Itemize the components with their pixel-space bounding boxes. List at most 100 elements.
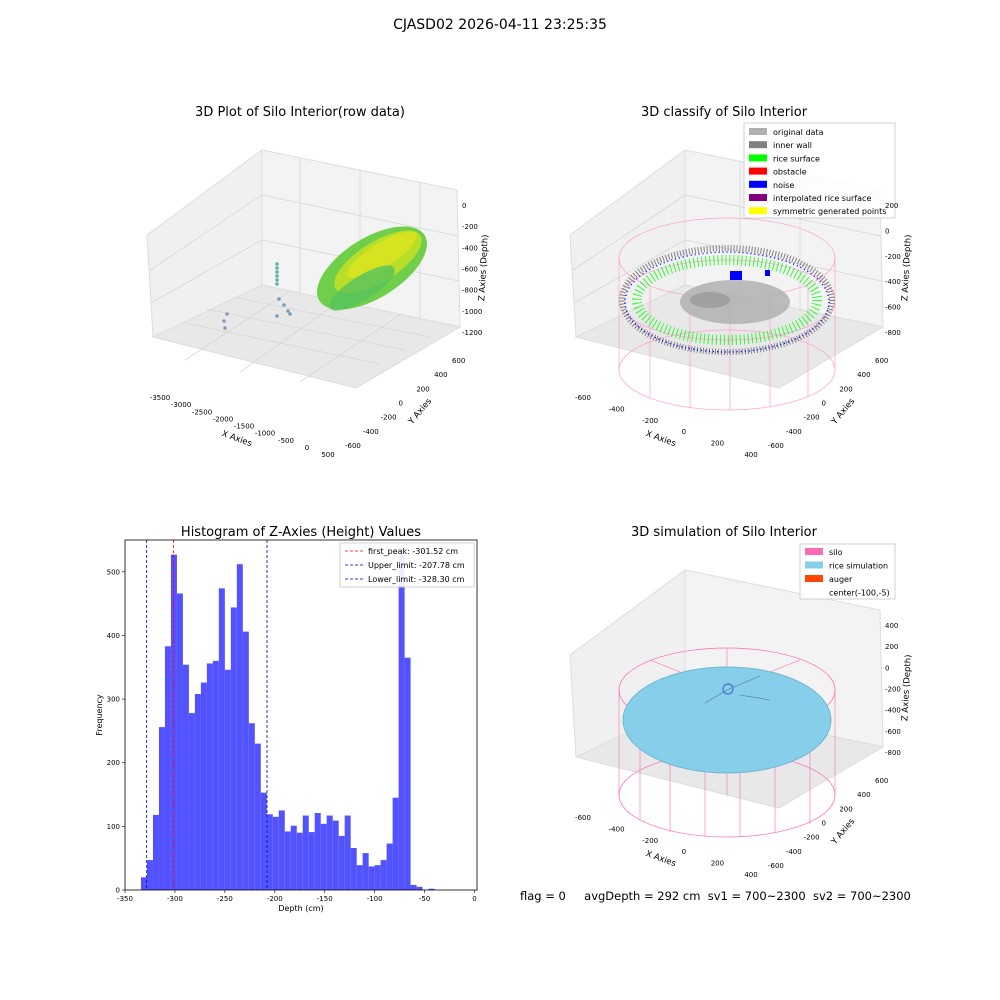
legend-label: silo <box>829 548 843 557</box>
y-tick-label: 0 <box>399 400 403 408</box>
classified-points <box>619 245 835 355</box>
histogram-bar <box>176 593 183 890</box>
chart-panel-raw: 3D Plot of Silo Interior(row data) <box>146 105 491 459</box>
legend-item: interpolated rice surface <box>749 194 871 203</box>
histogram-bar <box>194 694 201 890</box>
legend-item: symmetric generated points <box>749 207 886 216</box>
legend-item: noise <box>749 180 794 190</box>
histogram-legend: first_peak: -301.52 cm Upper_limit: -207.… <box>339 542 475 588</box>
histogram-bar <box>254 743 261 890</box>
y-tick-label: -600 <box>345 442 361 450</box>
y-tick-label: -400 <box>786 428 802 436</box>
z-axis-label-simulation: Z Axies (Depth) <box>900 654 913 721</box>
z-tick-label: -800 <box>885 329 901 337</box>
histogram-title: Histogram of Z-Axies (Height) Values <box>181 525 421 540</box>
histogram-bar <box>344 815 351 890</box>
legend-label: inner wall <box>773 141 812 150</box>
y-tick-label: -400 <box>786 848 802 856</box>
histogram-bar <box>362 853 369 890</box>
y-tick-labels-raw: -600-400-2000 200 400 600 <box>345 357 465 450</box>
histogram-bars <box>140 554 435 890</box>
x-tick-label: -3000 <box>171 401 191 409</box>
y-tick-label: -600 <box>768 862 784 870</box>
x-tick-label: -350 <box>117 895 133 903</box>
histogram-bar <box>206 663 213 890</box>
y-tick-label: 600 <box>452 357 465 365</box>
x-tick-label: -200 <box>642 837 658 845</box>
histogram-bar <box>158 727 165 890</box>
x-tick-label: -150 <box>317 895 333 903</box>
histogram-bar <box>170 554 177 890</box>
z-tick-label: -200 <box>462 223 478 231</box>
histogram-bar <box>308 832 315 890</box>
legend-label: Lower_limit: -328.30 cm <box>368 575 465 584</box>
x-tick-label: -1500 <box>234 423 254 431</box>
x-tick-label: 400 <box>744 451 757 459</box>
x-tick-label: -300 <box>167 895 183 903</box>
y-tick-label: 0 <box>116 887 120 895</box>
chart-panel-classify: 3D classify of Silo Interior original da… <box>569 105 914 459</box>
chart-panel-simulation: 3D simulation of Silo Interior silo rice … <box>569 525 914 879</box>
z-tick-labels-classify: 200 0 -200 -400 -600 -800 <box>885 202 901 337</box>
legend-classify: original data inner wall rice surface obsta… <box>743 122 896 219</box>
panel-title-classify: 3D classify of Silo Interior <box>641 105 808 120</box>
histogram-bar <box>146 860 153 890</box>
histogram-bar <box>338 835 345 890</box>
panel-title-simulation: 3D simulation of Silo Interior <box>631 525 818 540</box>
histogram-bar <box>272 816 279 890</box>
legend-label: obstacle <box>773 168 807 177</box>
x-tick-label: -600 <box>575 394 591 402</box>
status-footer: flag = 0 avgDepth = 292 cm sv1 = 700~230… <box>520 889 911 903</box>
y-tick-label: -400 <box>363 428 379 436</box>
x-tick-label: 0 <box>472 895 476 903</box>
z-tick-label: -800 <box>462 287 478 295</box>
y-tick-label: 100 <box>107 823 120 831</box>
y-tick-label: 0 <box>822 400 826 408</box>
legend-swatch <box>749 180 767 188</box>
legend-simulation: silo rice simulation auger center(-100,-5) <box>799 543 896 600</box>
x-tick-label: -250 <box>217 895 233 903</box>
y-tick-label: 300 <box>107 696 120 704</box>
z-axis-label-classify: Z Axies (Depth) <box>900 234 913 301</box>
legend-swatch <box>749 207 767 215</box>
avg-depth-text: avgDepth = 292 cm <box>584 889 701 903</box>
legend-item: Upper_limit: -207.78 cm <box>345 561 465 570</box>
y-tick-label: 400 <box>857 791 870 799</box>
y-tick-label: 600 <box>875 777 888 785</box>
histogram-bar <box>410 884 417 890</box>
histogram-bar <box>296 832 303 890</box>
histogram-bar <box>356 865 363 890</box>
x-tick-label: -3500 <box>150 394 170 402</box>
histogram-bar <box>242 631 249 890</box>
sv2-text: sv2 = 700~2300 <box>812 889 911 903</box>
legend-swatch <box>805 561 823 569</box>
histogram-reference-lines <box>146 540 268 890</box>
legend-item: inner wall <box>749 141 812 150</box>
histogram-bar <box>332 820 339 890</box>
z-tick-label: 0 <box>462 202 466 210</box>
legend-label: symmetric generated points <box>773 207 886 216</box>
legend-item: first_peak: -301.52 cm <box>345 547 458 556</box>
y-tick-label: 400 <box>857 371 870 379</box>
z-tick-label: -200 <box>885 686 901 694</box>
z-tick-label: -200 <box>885 253 901 261</box>
legend-item: auger <box>805 575 853 584</box>
histogram-bar <box>392 797 399 890</box>
x-tick-label: 0 <box>682 848 686 856</box>
legend-label: noise <box>773 181 794 190</box>
histogram-x-label: Depth (cm) <box>278 904 323 913</box>
x-tick-label: 400 <box>744 871 757 879</box>
y-tick-labels-simulation: -600-400-2000 200 400 600 <box>768 777 888 870</box>
histogram-y-ticks: 0 100 200 300 400 500 <box>107 568 125 895</box>
z-tick-label: -600 <box>885 728 901 736</box>
z-tick-label: 200 <box>885 202 898 210</box>
histogram-bar <box>326 815 333 890</box>
histogram-bar <box>368 866 375 890</box>
panel-title-raw: 3D Plot of Silo Interior(row data) <box>195 105 405 120</box>
histogram-bar <box>152 814 159 890</box>
y-tick-label: -200 <box>804 414 820 422</box>
legend-swatch <box>749 128 767 135</box>
z-tick-label: -1200 <box>462 329 482 337</box>
histogram-bar <box>248 723 255 890</box>
x-tick-label: -1000 <box>255 430 275 438</box>
